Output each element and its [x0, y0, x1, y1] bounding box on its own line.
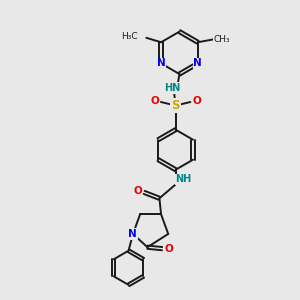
Text: S: S	[171, 99, 180, 112]
Text: NH: NH	[176, 174, 192, 184]
Text: HN: HN	[164, 83, 180, 93]
Text: O: O	[192, 96, 201, 106]
Text: N: N	[157, 58, 166, 68]
Text: N: N	[194, 58, 202, 68]
Text: O: O	[150, 96, 159, 106]
Text: H₃C: H₃C	[121, 32, 137, 41]
Text: O: O	[133, 186, 142, 196]
Text: O: O	[164, 244, 173, 254]
Text: N: N	[128, 229, 137, 239]
Text: CH₃: CH₃	[214, 35, 231, 44]
